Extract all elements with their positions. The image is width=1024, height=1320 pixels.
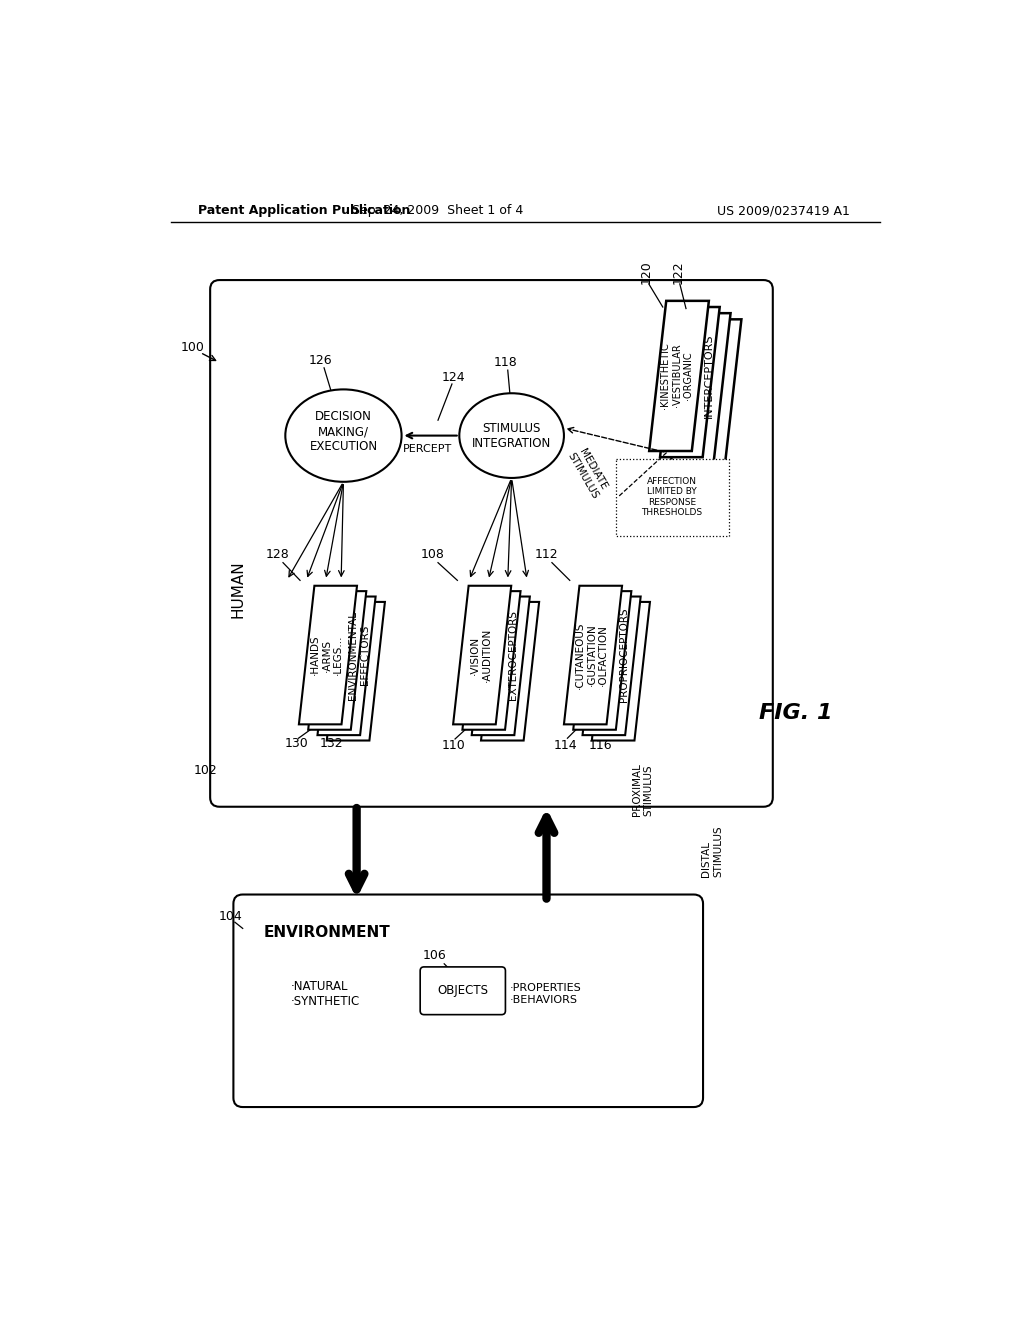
Text: 132: 132 bbox=[321, 737, 344, 750]
Text: ·CUTANEOUS
·GUSTATION
·OLFACTION: ·CUTANEOUS ·GUSTATION ·OLFACTION bbox=[574, 622, 608, 689]
Text: ·HANDS
·ARMS
·LEGS...: ·HANDS ·ARMS ·LEGS... bbox=[310, 635, 343, 676]
Text: 102: 102 bbox=[194, 764, 217, 777]
Text: AFFECTION
LIMITED BY
RESPONSE
THRESHOLDS: AFFECTION LIMITED BY RESPONSE THRESHOLDS bbox=[641, 477, 702, 517]
Text: STIMULUS
INTEGRATION: STIMULUS INTEGRATION bbox=[472, 421, 551, 450]
Text: 100: 100 bbox=[180, 341, 204, 354]
Text: HUMAN: HUMAN bbox=[230, 561, 246, 618]
Text: 128: 128 bbox=[265, 548, 290, 561]
Polygon shape bbox=[592, 602, 650, 741]
Text: 112: 112 bbox=[535, 548, 558, 561]
Text: OBJECTS: OBJECTS bbox=[437, 985, 488, 998]
Polygon shape bbox=[649, 301, 709, 451]
Text: 108: 108 bbox=[421, 548, 444, 561]
Text: INTERCEPTORS: INTERCEPTORS bbox=[705, 333, 715, 418]
FancyBboxPatch shape bbox=[420, 966, 506, 1015]
Polygon shape bbox=[671, 313, 730, 463]
Text: ·VISION
·AUDITION: ·VISION ·AUDITION bbox=[470, 628, 492, 682]
Text: 110: 110 bbox=[441, 739, 465, 751]
Text: ENVIRONMENTAL
EFFECTORS: ENVIRONMENTAL EFFECTORS bbox=[348, 611, 370, 700]
Polygon shape bbox=[299, 586, 357, 725]
Text: MEDIATE
STIMULUS: MEDIATE STIMULUS bbox=[565, 445, 610, 500]
Text: 118: 118 bbox=[494, 356, 517, 370]
Polygon shape bbox=[660, 308, 720, 457]
Text: 126: 126 bbox=[308, 354, 332, 367]
Text: DECISION
MAKING/
EXECUTION: DECISION MAKING/ EXECUTION bbox=[309, 411, 378, 453]
Polygon shape bbox=[481, 602, 540, 741]
FancyBboxPatch shape bbox=[233, 895, 703, 1107]
Text: 130: 130 bbox=[285, 737, 309, 750]
Text: DISTAL
STIMULUS: DISTAL STIMULUS bbox=[701, 825, 723, 878]
Text: Patent Application Publication: Patent Application Publication bbox=[198, 205, 411, 218]
Text: 124: 124 bbox=[441, 371, 465, 384]
Polygon shape bbox=[463, 591, 520, 730]
Text: 106: 106 bbox=[422, 949, 446, 962]
Text: ·NATURAL
·SYNTHETIC: ·NATURAL ·SYNTHETIC bbox=[291, 979, 360, 1008]
Text: ENVIRONMENT: ENVIRONMENT bbox=[263, 924, 390, 940]
Text: 114: 114 bbox=[554, 739, 578, 751]
Text: FIG. 1: FIG. 1 bbox=[760, 702, 833, 723]
Text: Sep. 24, 2009  Sheet 1 of 4: Sep. 24, 2009 Sheet 1 of 4 bbox=[352, 205, 523, 218]
Text: ·PROPERTIES
·BEHAVIORS: ·PROPERTIES ·BEHAVIORS bbox=[509, 983, 581, 1005]
Polygon shape bbox=[327, 602, 385, 741]
Text: 104: 104 bbox=[218, 911, 242, 924]
Text: EXTEROCEPTORS: EXTEROCEPTORS bbox=[508, 610, 518, 700]
Polygon shape bbox=[317, 597, 376, 735]
FancyBboxPatch shape bbox=[210, 280, 773, 807]
Text: ·KINESTHETIC
·VESTIBULAR
·ORGANIC: ·KINESTHETIC ·VESTIBULAR ·ORGANIC bbox=[660, 342, 693, 409]
Polygon shape bbox=[682, 319, 741, 470]
Polygon shape bbox=[453, 586, 511, 725]
Text: PROXIMAL
STIMULUS: PROXIMAL STIMULUS bbox=[632, 763, 653, 816]
Text: 120: 120 bbox=[639, 260, 652, 284]
Text: 122: 122 bbox=[672, 260, 685, 284]
FancyBboxPatch shape bbox=[616, 459, 729, 536]
Text: PROPRIOCEPTORS: PROPRIOCEPTORS bbox=[618, 607, 629, 702]
Polygon shape bbox=[472, 597, 529, 735]
Text: US 2009/0237419 A1: US 2009/0237419 A1 bbox=[717, 205, 850, 218]
Text: PERCEPT: PERCEPT bbox=[403, 445, 453, 454]
Polygon shape bbox=[308, 591, 367, 730]
Polygon shape bbox=[564, 586, 622, 725]
Ellipse shape bbox=[286, 389, 401, 482]
Polygon shape bbox=[583, 597, 641, 735]
Polygon shape bbox=[573, 591, 632, 730]
Text: 116: 116 bbox=[589, 739, 612, 751]
Ellipse shape bbox=[460, 393, 564, 478]
